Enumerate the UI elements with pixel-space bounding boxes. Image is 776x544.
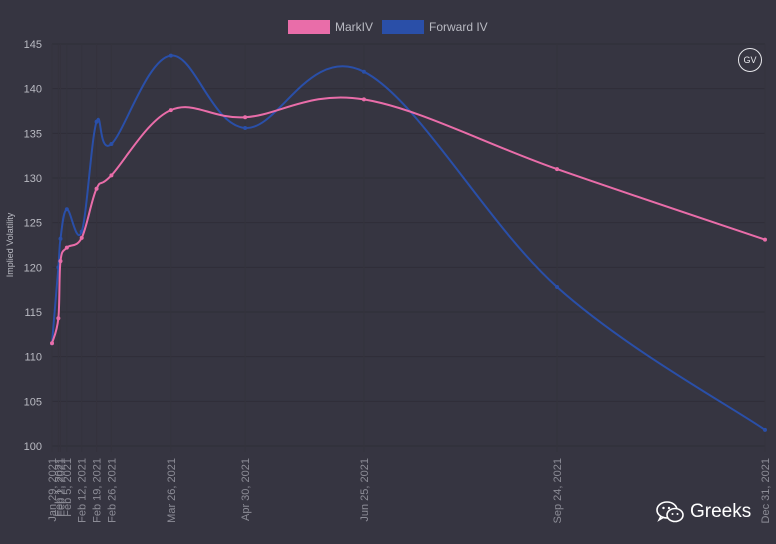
data-point-forward-iv[interactable] — [58, 236, 63, 241]
y-tick-label: 105 — [24, 396, 42, 408]
legend-label: Forward IV — [429, 20, 488, 34]
data-point-forward-iv[interactable] — [94, 119, 99, 124]
y-tick-label: 135 — [24, 128, 42, 140]
data-point-markiv[interactable] — [243, 115, 248, 120]
data-point-markiv[interactable] — [361, 97, 366, 102]
legend-item-markiv[interactable]: MarkIV — [288, 20, 373, 34]
legend-swatch — [382, 20, 424, 34]
data-point-markiv[interactable] — [94, 186, 99, 191]
x-tick-label: Feb 19, 2021 — [92, 458, 104, 523]
x-tick-label: Feb 26, 2021 — [106, 458, 118, 523]
y-axis-title: Implied Volatility — [5, 212, 15, 277]
legend-swatch — [288, 20, 330, 34]
y-tick-label: 120 — [24, 262, 42, 274]
legend-item-forward-iv[interactable]: Forward IV — [382, 20, 488, 34]
data-point-markiv[interactable] — [168, 108, 173, 113]
x-tick-label: Feb 2, 2021 — [55, 458, 67, 517]
gv-badge: GV — [738, 48, 762, 72]
watermark-text: Greeks — [690, 501, 752, 522]
series-forward-iv — [50, 53, 767, 432]
data-point-markiv[interactable] — [64, 245, 69, 250]
y-tick-label: 145 — [24, 39, 42, 51]
x-tick-label: Mar 26, 2021 — [166, 458, 178, 523]
data-point-markiv[interactable] — [79, 235, 84, 240]
series-markiv — [50, 96, 767, 346]
y-tick-label: 140 — [24, 84, 42, 96]
series-line-markiv — [51, 96, 766, 344]
data-point-markiv[interactable] — [109, 173, 114, 178]
wechat-icon — [656, 501, 684, 523]
data-point-forward-iv[interactable] — [555, 284, 560, 289]
y-tick-label: 130 — [24, 173, 42, 185]
legend-label: MarkIV — [335, 20, 373, 34]
y-tick-label: 125 — [24, 218, 42, 230]
watermark: Greeks — [656, 500, 751, 524]
y-tick-label: 100 — [24, 441, 42, 453]
x-tick-label: Jan 29, 2021 — [47, 458, 59, 522]
data-point-forward-iv[interactable] — [109, 142, 114, 147]
legend[interactable]: MarkIV Forward IV — [288, 20, 488, 34]
data-point-forward-iv[interactable] — [168, 53, 173, 58]
y-tick-label: 110 — [24, 352, 42, 364]
x-tick-label: Sep 24, 2021 — [552, 458, 564, 523]
data-point-markiv[interactable] — [763, 237, 767, 242]
data-point-markiv[interactable] — [58, 259, 63, 264]
data-point-forward-iv[interactable] — [79, 229, 84, 234]
x-tick-label: Feb 1, 2021 — [53, 458, 65, 517]
data-point-forward-iv[interactable] — [361, 69, 366, 74]
x-tick-label: Dec 31, 2021 — [760, 458, 772, 523]
data-point-markiv[interactable] — [56, 316, 61, 321]
series-line-forward-iv — [51, 54, 766, 431]
x-tick-label: Feb 12, 2021 — [77, 458, 89, 523]
grid — [51, 43, 766, 452]
x-tick-label: Jun 25, 2021 — [359, 458, 371, 522]
data-point-forward-iv[interactable] — [763, 427, 767, 432]
data-point-markiv[interactable] — [50, 341, 54, 346]
data-point-forward-iv[interactable] — [243, 125, 248, 130]
x-tick-label: Feb 5, 2021 — [62, 458, 74, 517]
x-tick-label: Apr 30, 2021 — [240, 458, 252, 521]
y-axis: 100 105 110 115 120 125 130 135 140 145 — [24, 39, 42, 453]
y-tick-label: 115 — [24, 307, 42, 319]
data-point-markiv[interactable] — [555, 167, 560, 172]
data-point-forward-iv[interactable] — [64, 207, 69, 212]
series-layer — [50, 53, 767, 432]
gv-badge-text: GV — [743, 55, 757, 65]
